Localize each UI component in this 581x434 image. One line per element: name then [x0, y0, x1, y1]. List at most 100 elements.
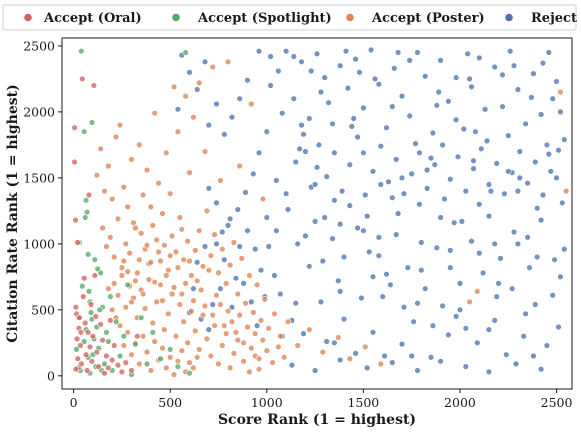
point-reject: [400, 190, 408, 197]
point-accept-poster: [271, 310, 278, 317]
point-reject: [354, 224, 361, 232]
point-reject: [468, 83, 475, 91]
point-reject: [456, 280, 464, 287]
point-reject: [516, 174, 523, 182]
point-accept-poster: [153, 236, 160, 244]
point-reject: [526, 264, 533, 271]
point-accept-poster: [217, 177, 224, 184]
point-reject: [423, 185, 431, 192]
point-accept-poster: [174, 358, 182, 365]
point-reject: [499, 71, 506, 79]
point-accept-poster: [259, 337, 267, 344]
point-reject: [360, 227, 367, 234]
point-reject: [311, 181, 319, 188]
point-accept-poster: [139, 191, 147, 199]
point-reject: [226, 215, 234, 223]
point-reject: [557, 273, 564, 280]
point-accept-poster: [466, 298, 473, 306]
point-reject: [389, 359, 396, 366]
point-accept-oral: [93, 348, 101, 356]
point-reject: [273, 177, 280, 184]
point-reject: [377, 181, 384, 188]
point-reject: [452, 313, 460, 320]
point-reject: [476, 54, 483, 61]
point-reject: [369, 273, 377, 280]
point-reject: [221, 131, 228, 138]
point-reject: [433, 102, 440, 109]
point-accept-poster: [149, 319, 157, 327]
point-reject: [507, 47, 514, 55]
point-reject: [385, 178, 392, 186]
point-accept-spotlight: [82, 197, 90, 204]
point-reject: [522, 310, 529, 317]
point-accept-spotlight: [149, 329, 157, 336]
point-accept-poster: [306, 326, 313, 333]
point-reject: [321, 214, 328, 221]
point-accept-poster: [217, 301, 224, 308]
point-accept-poster: [128, 156, 135, 163]
point-accept-spotlight: [80, 338, 88, 345]
point-reject: [445, 98, 452, 105]
point-accept-poster: [139, 333, 147, 340]
point-reject: [451, 219, 458, 226]
point-reject: [244, 227, 251, 234]
point-reject: [224, 222, 232, 229]
point-reject: [479, 269, 487, 277]
point-accept-poster: [172, 248, 180, 256]
point-reject: [346, 202, 353, 209]
point-accept-poster: [155, 180, 162, 187]
point-accept-poster: [153, 298, 160, 306]
point-reject: [217, 285, 224, 292]
point-accept-poster: [118, 272, 126, 279]
point-accept-poster: [110, 280, 118, 287]
point-reject: [441, 195, 448, 203]
point-accept-poster: [180, 318, 187, 325]
point-accept-oral: [79, 75, 86, 83]
point-reject: [337, 62, 344, 69]
point-reject: [493, 293, 500, 300]
point-reject: [547, 168, 554, 175]
y-tick-label: 500: [31, 302, 55, 317]
point-reject: [257, 267, 265, 274]
point-accept-spotlight: [182, 49, 189, 56]
point-accept-oral: [80, 275, 88, 282]
point-reject: [213, 199, 220, 207]
point-accept-poster: [147, 203, 155, 211]
point-reject: [271, 272, 278, 279]
point-reject: [447, 176, 454, 183]
point-reject: [429, 322, 437, 329]
point-accept-poster: [209, 63, 216, 71]
point-accept-poster: [143, 242, 151, 249]
legend-marker-accept-spotlight: [172, 13, 180, 22]
point-reject: [263, 128, 270, 135]
point-accept-oral: [108, 356, 116, 364]
point-reject: [205, 185, 213, 192]
point-accept-poster: [199, 311, 207, 319]
point-reject: [342, 47, 350, 55]
point-accept-oral: [103, 352, 110, 360]
point-reject: [418, 267, 425, 274]
point-reject: [559, 199, 566, 207]
point-reject: [439, 302, 446, 310]
point-reject: [394, 210, 402, 217]
point-reject: [292, 158, 299, 166]
point-accept-poster: [281, 354, 288, 361]
point-reject: [298, 58, 305, 65]
point-accept-poster: [112, 133, 120, 141]
point-reject: [313, 50, 321, 57]
point-accept-poster: [174, 128, 182, 135]
point-reject: [255, 149, 263, 157]
point-accept-spotlight: [116, 352, 124, 360]
point-accept-poster: [130, 219, 137, 226]
point-reject: [282, 190, 290, 197]
point-accept-poster: [105, 285, 112, 292]
point-reject: [533, 253, 541, 261]
point-reject: [340, 253, 348, 261]
point-accept-poster: [136, 256, 143, 263]
point-accept-poster: [230, 239, 238, 246]
point-reject: [389, 103, 396, 110]
point-reject: [352, 350, 359, 357]
point-reject: [375, 80, 382, 88]
point-reject: [545, 49, 552, 56]
point-accept-poster: [242, 300, 249, 307]
